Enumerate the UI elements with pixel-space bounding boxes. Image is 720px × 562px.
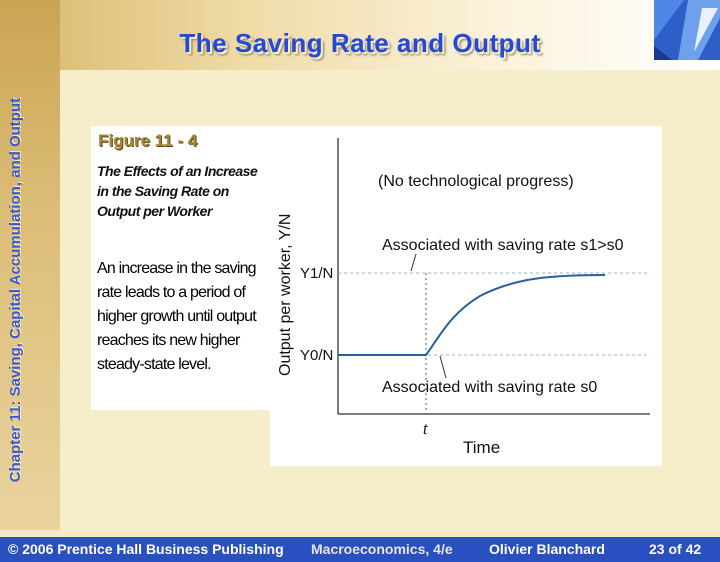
header-background [0,0,720,70]
t-label: t [423,421,428,438]
publisher-logo-icon [654,0,720,60]
lower-annotation: Associated with saving rate s0 [382,379,597,396]
side-background [0,0,60,530]
footer-page-number: 23 of 42 [649,541,702,557]
y-axis-label: Output per worker, Y/N [277,214,294,376]
saving-rate-diagram: (No technological progress) Associated w… [277,138,650,457]
footer-author: Olivier Blanchard [489,541,605,557]
x-axis-label: Time [463,438,500,457]
lower-annotation-pointer [439,355,447,379]
y0-label: Y0/N [300,347,333,364]
diagram-panel: (No technological progress) Associated w… [270,126,662,466]
upper-annotation: Associated with saving rate s1>s0 [382,237,624,254]
y1-label: Y1/N [300,265,333,282]
figure-subtitle: The Effects of an Increase in the Saving… [97,163,258,219]
output-path-curve [338,274,606,356]
no-tech-progress-note: (No technological progress) [378,173,574,190]
figure-text-panel [91,126,271,410]
figure-label: Figure 11 - 4 [98,131,198,150]
upper-annotation-pointer [410,253,417,272]
slide-title: The Saving Rate and Output [179,28,541,58]
footer-book: Macroeconomics, 4/e [311,541,453,557]
chapter-side-label: Chapter 11: Saving, Capital Accumulation… [7,97,24,483]
footer-publisher: © 2006 Prentice Hall Business Publishing [8,541,284,557]
slide-footer: © 2006 Prentice Hall Business Publishing… [0,537,720,562]
figure-description: An increase in the saving rate leads to … [97,260,257,373]
